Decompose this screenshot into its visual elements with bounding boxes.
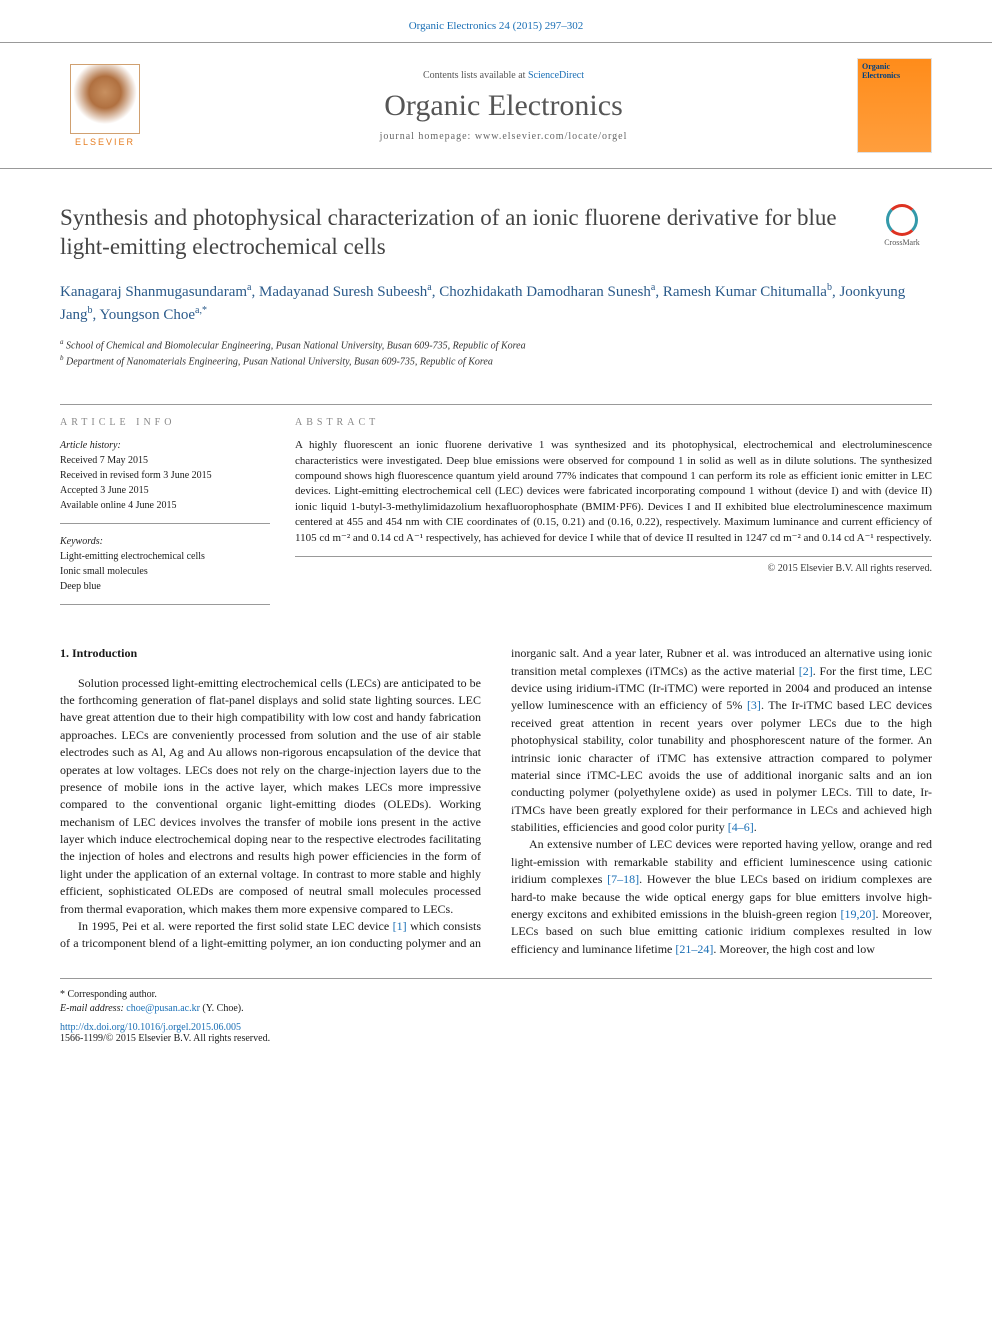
contents-prefix: Contents lists available at: [423, 70, 528, 81]
body-paragraph: An extensive number of LEC devices were …: [511, 836, 932, 958]
email-suffix: (Y. Choe).: [200, 1003, 244, 1014]
ref-link[interactable]: [7–18]: [607, 872, 639, 886]
elsevier-tree-icon: [70, 64, 140, 134]
masthead-center: Contents lists available at ScienceDirec…: [150, 70, 857, 142]
homepage-line: journal homepage: www.elsevier.com/locat…: [150, 131, 857, 142]
journal-name: Organic Electronics: [150, 89, 857, 123]
sciencedirect-link[interactable]: ScienceDirect: [528, 70, 584, 81]
keyword: Deep blue: [60, 581, 101, 592]
journal-cover[interactable]: Organic Electronics: [857, 58, 932, 153]
email-label: E-mail address:: [60, 1003, 126, 1014]
history-label: Article history:: [60, 440, 121, 451]
article-header: Synthesis and photophysical characteriza…: [0, 169, 992, 379]
article-history: Article history: Received 7 May 2015 Rec…: [60, 438, 270, 524]
doi-line: http://dx.doi.org/10.1016/j.orgel.2015.0…: [60, 1022, 932, 1033]
email-line: E-mail address: choe@pusan.ac.kr (Y. Cho…: [60, 1003, 932, 1014]
article-title: Synthesis and photophysical characteriza…: [60, 204, 852, 262]
masthead: ELSEVIER Contents lists available at Sci…: [0, 42, 992, 169]
history-online: Available online 4 June 2015: [60, 500, 176, 511]
affiliation-b: b Department of Nanomaterials Engineerin…: [60, 353, 932, 369]
ref-link[interactable]: [19,20]: [840, 907, 875, 921]
corresponding-author: * Corresponding author.: [60, 989, 932, 1000]
doi-link[interactable]: http://dx.doi.org/10.1016/j.orgel.2015.0…: [60, 1022, 241, 1033]
email-link[interactable]: choe@pusan.ac.kr: [126, 1003, 200, 1014]
ref-link[interactable]: [1]: [393, 919, 407, 933]
affiliation-a: a School of Chemical and Biomolecular En…: [60, 337, 932, 353]
ref-link[interactable]: [3]: [747, 698, 761, 712]
info-abstract-row: ARTICLE INFO Article history: Received 7…: [60, 404, 932, 605]
keywords-label: Keywords:: [60, 536, 103, 547]
footer: * Corresponding author. E-mail address: …: [60, 978, 932, 1074]
citation-link[interactable]: Organic Electronics 24 (2015) 297–302: [409, 20, 584, 32]
affiliations: a School of Chemical and Biomolecular En…: [60, 337, 932, 370]
homepage-prefix: journal homepage:: [380, 131, 475, 142]
article-info: ARTICLE INFO Article history: Received 7…: [60, 405, 270, 605]
authors: Kanagaraj Shanmugasundarama, Madayanad S…: [60, 280, 932, 327]
issn-copyright: 1566-1199/© 2015 Elsevier B.V. All right…: [60, 1033, 932, 1044]
contents-line: Contents lists available at ScienceDirec…: [150, 70, 857, 81]
crossmark-label: CrossMark: [884, 238, 920, 247]
body-paragraph: Solution processed light-emitting electr…: [60, 675, 481, 918]
section-heading: 1. Introduction: [60, 645, 481, 662]
article-info-label: ARTICLE INFO: [60, 417, 270, 428]
ref-link[interactable]: [21–24]: [675, 942, 713, 956]
history-revised: Received in revised form 3 June 2015: [60, 470, 212, 481]
ref-link[interactable]: [2]: [799, 664, 813, 678]
publisher-label: ELSEVIER: [75, 137, 135, 147]
homepage-url[interactable]: www.elsevier.com/locate/orgel: [475, 131, 628, 142]
cover-title: Organic Electronics: [862, 63, 927, 81]
abstract-copyright: © 2015 Elsevier B.V. All rights reserved…: [295, 563, 932, 574]
abstract: ABSTRACT A highly fluorescent an ionic f…: [295, 405, 932, 605]
keywords-block: Keywords: Light-emitting electrochemical…: [60, 534, 270, 605]
ref-link[interactable]: [4–6]: [728, 820, 754, 834]
history-received: Received 7 May 2015: [60, 455, 148, 466]
keyword: Light-emitting electrochemical cells: [60, 551, 205, 562]
history-accepted: Accepted 3 June 2015: [60, 485, 149, 496]
crossmark-icon: [886, 204, 918, 236]
abstract-text: A highly fluorescent an ionic fluorene d…: [295, 438, 932, 557]
crossmark-badge[interactable]: CrossMark: [872, 204, 932, 247]
abstract-label: ABSTRACT: [295, 417, 932, 428]
publisher-logo[interactable]: ELSEVIER: [60, 61, 150, 151]
citation-header: Organic Electronics 24 (2015) 297–302: [0, 0, 992, 42]
keyword: Ionic small molecules: [60, 566, 148, 577]
article-body: 1. Introduction Solution processed light…: [0, 605, 992, 978]
